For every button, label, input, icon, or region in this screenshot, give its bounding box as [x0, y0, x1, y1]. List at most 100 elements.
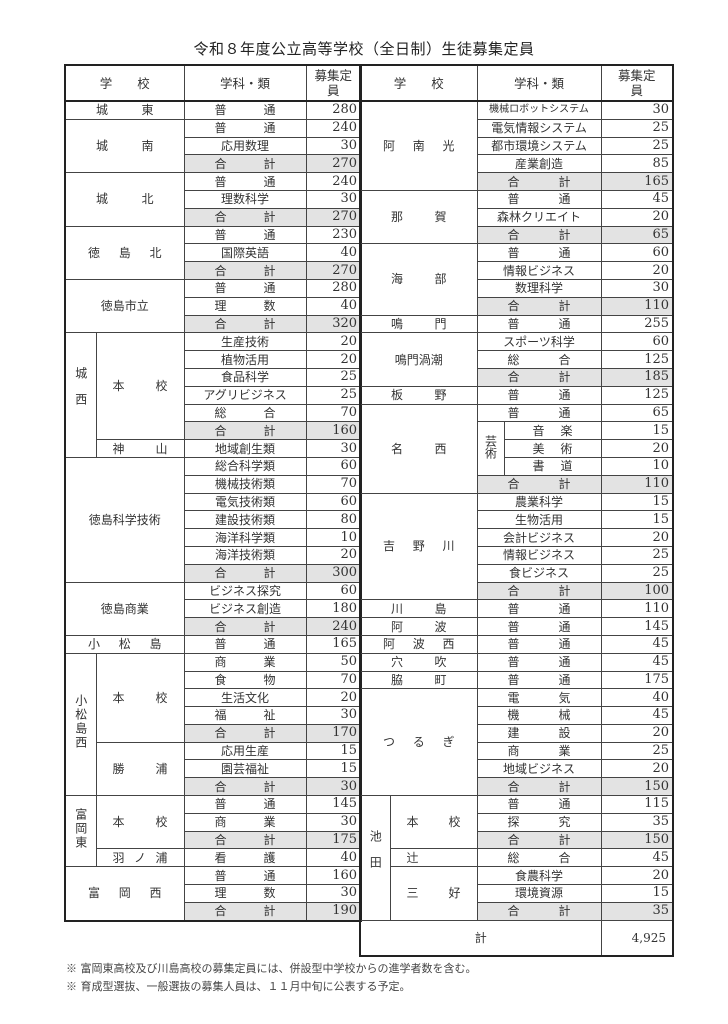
cell-text: 神山	[112, 441, 168, 456]
cell-text: 普通	[214, 797, 276, 812]
table-row: 那賀 普通 45	[359, 189, 674, 245]
subject-name: 海洋技術類	[183, 545, 307, 565]
capacity-value: 30	[305, 439, 362, 458]
subject-name: 都市環境システム	[476, 136, 602, 156]
table-row: 勝浦 応用生産 15	[65, 741, 362, 797]
capacity-value: 85	[600, 154, 674, 174]
cell-text: 総合	[507, 352, 571, 367]
table-row: 阿南光 機械ロボットシステム 30	[359, 100, 674, 191]
capacity-value: 115	[600, 795, 674, 814]
subject-name: 理数	[183, 296, 307, 316]
subject-name: 国際英語	[183, 243, 307, 263]
capacity-value: 45	[600, 848, 674, 868]
table-row: 徳島科学技術 総合科学類 60	[64, 456, 362, 583]
subtotal-label: 合計	[476, 581, 602, 601]
cell-text: 普通	[214, 637, 276, 652]
table-row: 合計 270	[65, 261, 362, 280]
campus-name: 羽ノ浦	[95, 848, 185, 868]
cell-text: 普通	[214, 227, 276, 242]
cell-text: 書道	[532, 459, 573, 474]
table-row: 城南 普通 240	[64, 118, 362, 174]
cell-text: 川島	[391, 601, 447, 616]
subtotal-label: 合計	[476, 901, 602, 921]
cell-text: 普通	[214, 103, 276, 118]
cell-text: 普通	[507, 619, 571, 634]
table-row: 合計 270	[65, 207, 362, 227]
subtotal-value: 30	[305, 777, 362, 797]
campus-name: 本校	[95, 332, 185, 441]
subject-name: 森林クリエイト	[476, 207, 602, 227]
school-name: 名西	[359, 403, 478, 494]
subtotal-label: 合計	[476, 474, 602, 494]
subtotal-label: 合計	[476, 172, 602, 191]
capacity-value: 20	[305, 688, 362, 708]
table-row: 羽ノ浦 看護 40	[65, 848, 362, 868]
table-row: 川島 普通 110	[359, 599, 674, 619]
cell-text: 普通	[214, 281, 276, 296]
subject-name: 園芸福祉	[183, 759, 307, 779]
cell-text: 勝浦	[112, 761, 168, 776]
cell-text: 合計	[507, 370, 571, 385]
table-row: 合計 175	[65, 830, 362, 850]
capacity-value: 15	[600, 492, 674, 512]
cell-text: 普通	[507, 601, 571, 616]
table-row: 建設 20	[360, 723, 674, 743]
school-name: 那賀	[359, 189, 478, 245]
subject-name: 電気	[476, 688, 602, 708]
subject-name: 生産技術	[183, 332, 307, 352]
capacity-value: 45	[600, 652, 674, 672]
cell-text: 美術	[532, 441, 573, 456]
campus-name: 三好	[389, 866, 478, 921]
subtotal-value: 65	[600, 225, 674, 245]
subject-name: 数理科学	[476, 278, 602, 298]
subject-name: 普通	[476, 385, 602, 405]
subject-group: 芸術	[476, 421, 505, 476]
cell-text: 合計	[214, 833, 276, 848]
subject-name: 探究	[476, 812, 602, 832]
table-row: 合計 35	[360, 901, 674, 921]
capacity-value: 175	[600, 670, 674, 690]
cell-text: 普通	[214, 174, 276, 189]
school-name: 穴吹	[359, 652, 478, 672]
subject-name: ビジネス探究	[183, 581, 307, 601]
subtotal-label: 合計	[183, 723, 307, 743]
subject-name: 普通	[476, 670, 602, 690]
school-name: 小松島西	[64, 652, 97, 797]
cell-text: 小松島	[88, 637, 162, 652]
cell-text: 本校	[112, 379, 168, 394]
capacity-value: 70	[305, 474, 362, 494]
table-row: 徳島市立 普通 280	[64, 278, 362, 334]
school-name: 城南	[64, 118, 185, 174]
subtotal-label: 合計	[183, 421, 307, 441]
cell-text: 普通	[507, 192, 571, 207]
footnote: ※ 富岡東高校及び川島高校の募集定員には、併設型中学校からの進学者数を含む。	[66, 962, 477, 975]
subject-name: 会計ビジネス	[476, 528, 602, 547]
subtotal-value: 270	[305, 207, 362, 227]
cell-text: 普通	[214, 868, 276, 883]
subject-name: 食品科学	[183, 367, 307, 387]
table-row: 合計 110	[360, 474, 674, 494]
table-row: 海洋科学類 10	[65, 528, 362, 547]
table-row: 小松島西 本校 商業 50	[64, 652, 362, 797]
capacity-value: 60	[305, 492, 362, 512]
cell-text: 合計	[507, 904, 571, 919]
capacity-value: 255	[600, 314, 674, 334]
school-name: 城東	[64, 100, 185, 120]
subtotal-value: 160	[305, 421, 362, 441]
table-row: 産業創造 85	[360, 154, 674, 174]
cell-text: 商業	[214, 815, 276, 830]
cell-text: 合計	[214, 779, 276, 794]
capacity-table-right: 学 校 学科・類 募集定員 阿南光 機械ロボットシステム 30 電気情報システム 25 都…	[359, 64, 675, 957]
table-row: 城西 本校 生産技術 20	[64, 332, 362, 458]
subject-name: 食物	[183, 670, 307, 690]
subject-name: 電気情報システム	[476, 118, 602, 138]
capacity-value: 20	[600, 207, 674, 227]
cell-text: 普通	[507, 245, 571, 260]
subtotal-label: 合計	[183, 901, 307, 922]
subject-name: 普通	[183, 100, 307, 120]
table-row: 芸術 音楽 15	[360, 421, 674, 476]
school-name: 富岡西	[64, 866, 185, 922]
table-row: 富岡西 普通 160	[64, 866, 362, 922]
capacity-value: 40	[305, 296, 362, 316]
capacity-value: 230	[305, 225, 362, 245]
